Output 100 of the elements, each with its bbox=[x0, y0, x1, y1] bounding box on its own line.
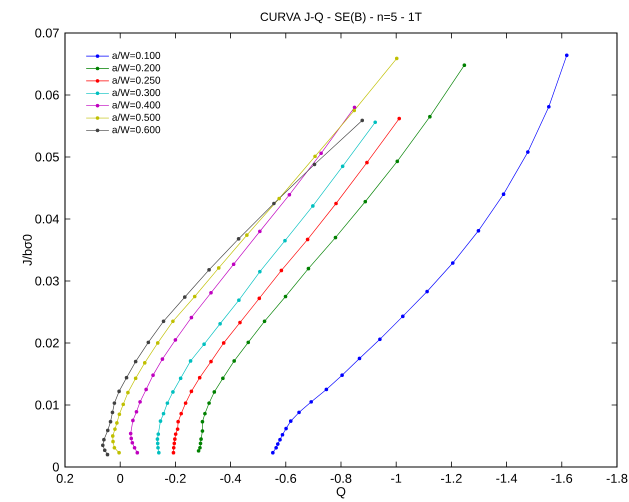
y-tick-label: 0.04 bbox=[35, 214, 60, 224]
point bbox=[218, 322, 222, 326]
y-tick-label: 0 bbox=[52, 462, 59, 472]
point bbox=[209, 360, 213, 364]
y-axis-title: J/bσ0 bbox=[22, 234, 32, 266]
point bbox=[106, 428, 110, 432]
point bbox=[394, 56, 399, 60]
y-tick-label: 0.03 bbox=[35, 276, 59, 286]
legend-label: a/W=0.400 bbox=[112, 101, 160, 108]
x-tick-label: -1 bbox=[391, 474, 402, 483]
point bbox=[340, 164, 344, 168]
point bbox=[151, 373, 155, 378]
point bbox=[311, 204, 315, 208]
point bbox=[340, 373, 344, 378]
point bbox=[334, 202, 338, 206]
legend-label: a/W=0.250 bbox=[112, 76, 160, 84]
point bbox=[171, 390, 175, 394]
point bbox=[174, 338, 178, 342]
point bbox=[158, 419, 162, 423]
point bbox=[502, 192, 506, 196]
x-tick-label: -0.4 bbox=[220, 474, 242, 483]
point bbox=[245, 233, 249, 237]
point bbox=[126, 390, 130, 394]
point bbox=[160, 357, 164, 361]
point bbox=[128, 432, 132, 436]
point bbox=[106, 452, 110, 456]
point bbox=[272, 202, 276, 206]
point bbox=[207, 268, 211, 272]
point bbox=[144, 388, 148, 392]
point bbox=[212, 390, 216, 394]
point bbox=[146, 340, 150, 344]
x-tick-label: -1.2 bbox=[441, 474, 462, 483]
point bbox=[232, 359, 236, 363]
point bbox=[115, 421, 119, 425]
point bbox=[110, 410, 114, 414]
point bbox=[142, 361, 147, 365]
y-tick-label: 0.01 bbox=[35, 400, 59, 410]
point bbox=[526, 150, 530, 154]
point bbox=[274, 446, 278, 450]
point bbox=[101, 443, 105, 448]
chart-title: CURVA J-Q - SE(B) - n=5 - 1T bbox=[260, 12, 422, 24]
point bbox=[112, 446, 116, 450]
point bbox=[156, 437, 160, 441]
point bbox=[198, 446, 202, 450]
point bbox=[397, 116, 402, 120]
point bbox=[112, 401, 116, 405]
point bbox=[117, 390, 121, 394]
point bbox=[200, 420, 204, 424]
point bbox=[262, 319, 266, 324]
point bbox=[237, 298, 241, 302]
point bbox=[280, 268, 284, 272]
point bbox=[138, 400, 142, 404]
point bbox=[166, 401, 170, 405]
point bbox=[428, 114, 432, 118]
point bbox=[352, 108, 356, 112]
point bbox=[297, 410, 301, 414]
point bbox=[401, 314, 405, 318]
point bbox=[162, 319, 166, 324]
point bbox=[363, 200, 368, 204]
point bbox=[172, 446, 176, 450]
point bbox=[156, 442, 160, 446]
point bbox=[221, 376, 225, 380]
point bbox=[462, 63, 466, 68]
x-tick-label: -1.6 bbox=[551, 474, 572, 483]
legend-label: a/W=0.600 bbox=[112, 126, 160, 134]
point bbox=[134, 376, 138, 380]
point bbox=[324, 388, 328, 392]
point bbox=[236, 237, 240, 241]
point bbox=[280, 432, 284, 437]
point bbox=[258, 230, 262, 234]
point bbox=[124, 376, 128, 380]
point bbox=[136, 450, 140, 455]
point bbox=[111, 440, 115, 444]
point bbox=[258, 296, 262, 300]
point bbox=[134, 360, 138, 364]
x-tick-label: -0.8 bbox=[330, 474, 352, 483]
point bbox=[246, 340, 250, 344]
point bbox=[358, 356, 362, 360]
point bbox=[188, 359, 192, 363]
point bbox=[198, 376, 202, 380]
legend-label: a/W=0.100 bbox=[112, 52, 160, 59]
point bbox=[190, 316, 194, 320]
point bbox=[425, 290, 429, 294]
point bbox=[176, 427, 180, 431]
point bbox=[373, 120, 378, 124]
point bbox=[288, 419, 293, 423]
point bbox=[365, 160, 369, 164]
point bbox=[113, 427, 117, 431]
y-tick-label: 0.02 bbox=[35, 338, 59, 348]
point bbox=[238, 320, 242, 324]
y-tick-label: 0.07 bbox=[35, 28, 59, 38]
point bbox=[156, 432, 160, 436]
point bbox=[232, 262, 236, 266]
point bbox=[134, 410, 138, 414]
point bbox=[284, 426, 288, 430]
point bbox=[110, 434, 115, 438]
point bbox=[131, 418, 135, 422]
point bbox=[172, 442, 176, 446]
point bbox=[184, 401, 188, 405]
point bbox=[117, 450, 121, 455]
